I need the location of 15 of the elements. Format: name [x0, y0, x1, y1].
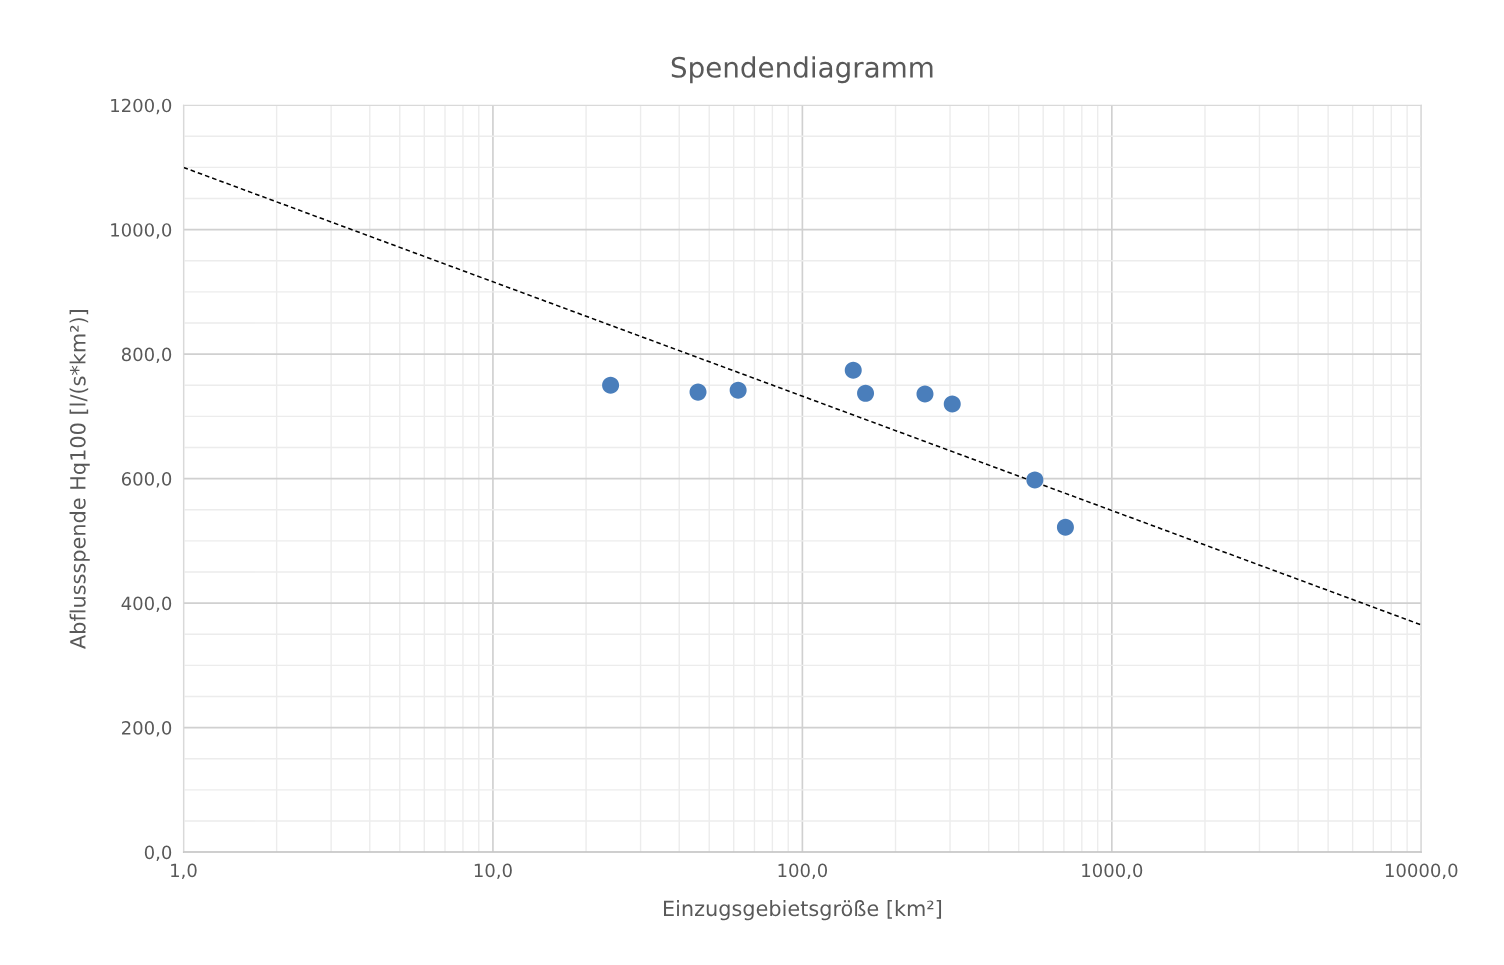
y-tick-label: 800,0	[121, 347, 172, 364]
x-tick-label: 1000,0	[1082, 863, 1143, 880]
x-tick-label: 100,0	[778, 863, 828, 880]
y-tick-label: 1200,0	[111, 98, 172, 115]
y-tick-label: 600,0	[121, 472, 172, 488]
y-tick-label: 400,0	[121, 596, 172, 613]
x-tick-label: 1,0	[171, 863, 197, 880]
chart-title: Spendendiagramm	[671, 56, 933, 84]
x-tick-label: 10,0	[474, 863, 512, 880]
y-axis-title: Abflussspende Hq100 [l/(s*km²)]	[69, 310, 90, 649]
x-tick-label: 10000,0	[1385, 863, 1458, 880]
y-tick-label: 0,0	[144, 845, 172, 862]
y-tick-label: 1000,0	[111, 223, 172, 239]
x-axis-title: Einzugsgebietsgröße [km²]	[664, 900, 942, 921]
y-tick-label: 200,0	[122, 721, 172, 737]
